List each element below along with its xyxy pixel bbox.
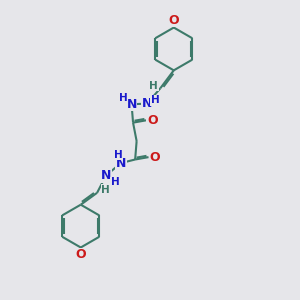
- Text: H: H: [151, 95, 160, 105]
- Text: O: O: [147, 114, 158, 127]
- Text: N: N: [126, 98, 137, 111]
- Text: O: O: [75, 248, 86, 261]
- Text: H: H: [113, 150, 122, 160]
- Text: N: N: [101, 169, 111, 182]
- Text: H: H: [119, 93, 128, 103]
- Text: O: O: [169, 14, 179, 27]
- Text: O: O: [149, 151, 160, 164]
- Text: H: H: [149, 81, 158, 91]
- Text: H: H: [111, 177, 119, 187]
- Text: N: N: [116, 157, 126, 169]
- Text: N: N: [142, 97, 152, 110]
- Text: H: H: [101, 185, 110, 195]
